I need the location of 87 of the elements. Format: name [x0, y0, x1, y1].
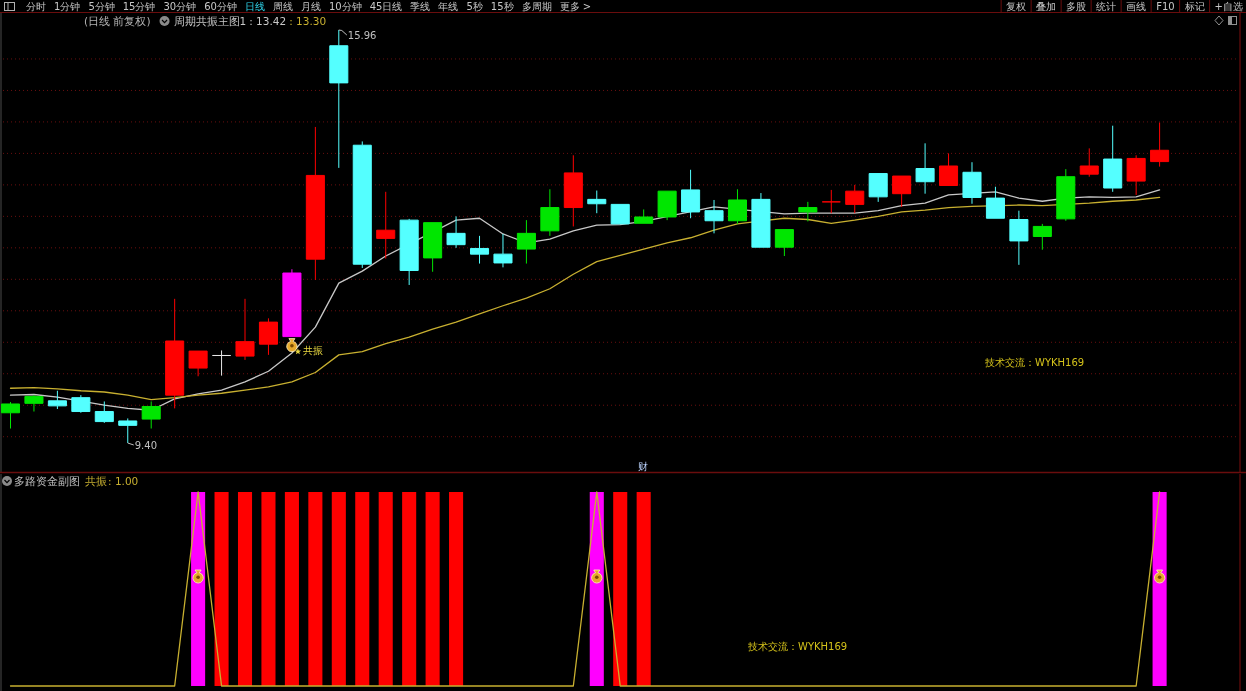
- candlestick: [446, 215, 466, 249]
- candlestick: [305, 126, 325, 281]
- text: F10: [1156, 0, 1175, 12]
- candlestick: [0, 401, 21, 430]
- chart-title: (日线 前复权): [84, 15, 151, 27]
- candlestick: [94, 400, 114, 424]
- text: : 13.42: [249, 15, 287, 27]
- text: : 1.00: [108, 475, 139, 487]
- candlestick: [24, 394, 44, 413]
- text: 财: [637, 460, 648, 472]
- candlestick: [610, 203, 630, 225]
- candlestick: [892, 175, 912, 208]
- text: 日线: [244, 0, 265, 12]
- candlestick: [1032, 223, 1052, 251]
- text: 1分钟: [54, 0, 81, 12]
- candlestick: [915, 142, 935, 195]
- candlestick: [939, 152, 959, 186]
- text: 多周期: [521, 0, 552, 12]
- candlestick: [704, 199, 724, 234]
- candlestick: [821, 189, 841, 214]
- text: 15分钟: [122, 0, 156, 12]
- text: 统计: [1096, 0, 1117, 12]
- text: 更多 >: [559, 0, 592, 12]
- candlestick: [1103, 125, 1123, 193]
- candlestick: [1009, 210, 1029, 266]
- candlestick: [587, 190, 607, 214]
- candlestick: [516, 219, 536, 265]
- candlestick: [71, 394, 91, 414]
- candlestick: [1126, 154, 1146, 196]
- annotation: 技术交流：WYKH169: [747, 640, 848, 652]
- annotation: 共振: [302, 345, 323, 357]
- text: 标记: [1183, 0, 1205, 12]
- chart-subtitle: 周期共振主图1: [173, 15, 247, 27]
- chart-title: 多路资金副图: [14, 475, 80, 487]
- candlestick: [469, 235, 490, 265]
- candlestick: [727, 188, 748, 225]
- text: 月线: [300, 0, 321, 12]
- candlestick: [774, 229, 794, 257]
- annotation: 9.40: [134, 439, 158, 451]
- candlestick: [634, 208, 654, 224]
- text: 多股: [1066, 0, 1087, 12]
- candlestick: [47, 390, 67, 410]
- text: 共振: [85, 475, 107, 487]
- text: 45日线: [369, 0, 403, 12]
- annotation: 技术交流：WYKH169: [984, 356, 1085, 368]
- text: 5秒: [466, 0, 483, 12]
- candlestick: [962, 161, 982, 205]
- text: 5分钟: [88, 0, 115, 12]
- candlestick: [868, 173, 888, 203]
- text: : 13.30: [289, 15, 327, 27]
- candlestick: [376, 191, 396, 260]
- candlestick: [798, 201, 818, 222]
- candlestick: [423, 222, 443, 273]
- candlestick: [751, 192, 771, 248]
- candlestick: [493, 233, 513, 268]
- candlestick: [563, 154, 583, 227]
- candlestick: [540, 188, 560, 237]
- text: 季线: [410, 0, 431, 12]
- candlestick: [165, 298, 185, 409]
- candlestick: [282, 268, 302, 338]
- candlestick: [235, 298, 255, 361]
- candlestick: [258, 317, 278, 356]
- text: 画线: [1126, 0, 1147, 12]
- candlestick: [985, 186, 1005, 219]
- text: 分时: [26, 0, 46, 12]
- candlestick: [681, 169, 701, 219]
- candlestick: [212, 349, 232, 377]
- text: +自选: [1214, 0, 1243, 12]
- text: 10分钟: [328, 0, 362, 12]
- text: 30分钟: [163, 0, 197, 12]
- candlestick: [1150, 122, 1170, 168]
- text: 复权: [1006, 0, 1027, 12]
- candlestick: [1056, 168, 1076, 222]
- candlestick: [352, 140, 372, 269]
- candlestick: [845, 184, 865, 214]
- annotation: 15.96: [347, 29, 377, 41]
- text: 叠加: [1036, 0, 1057, 12]
- candlestick: [141, 400, 161, 430]
- text: 周线: [272, 0, 293, 12]
- candlestick: [1079, 147, 1099, 178]
- text: 15秒: [490, 0, 514, 12]
- candlestick: [188, 350, 208, 377]
- candlestick: [657, 190, 677, 221]
- candlestick: [399, 218, 419, 286]
- text: 60分钟: [204, 0, 237, 12]
- text: 年线: [438, 0, 459, 12]
- candlestick: [329, 29, 349, 169]
